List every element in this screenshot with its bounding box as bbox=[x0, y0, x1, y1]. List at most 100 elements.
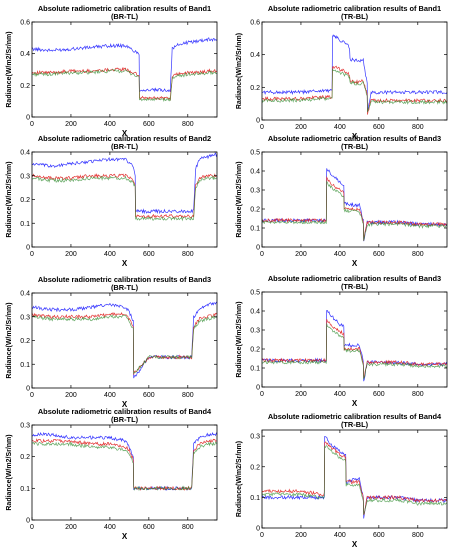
series-line-blue bbox=[31, 431, 218, 491]
chart-title: Absolute radiometric calibration results… bbox=[38, 275, 211, 284]
y-axis-label: Radiance(W/m2/Sr/nm) bbox=[6, 302, 13, 378]
series-line-blue bbox=[261, 34, 448, 112]
plot-frame bbox=[261, 151, 448, 248]
plot-frame bbox=[261, 429, 448, 529]
y-axis-label: Radiance(W/m2/Sr/nm) bbox=[236, 301, 243, 377]
chart-title: Absolute radiometric calibration results… bbox=[268, 4, 441, 13]
x-tick-label: 200 bbox=[65, 392, 77, 399]
x-tick-label: 800 bbox=[182, 121, 194, 128]
y-tick-label: 0.2 bbox=[20, 338, 30, 345]
chart-subtitle: (BR-TL) bbox=[111, 142, 139, 151]
y-tick-label: 0.6 bbox=[20, 20, 30, 27]
chart-title: Absolute radiometric calibration results… bbox=[268, 134, 441, 143]
y-tick-label: 0.5 bbox=[250, 290, 260, 297]
series-line-blue bbox=[261, 310, 448, 382]
y-tick-label: 0.3 bbox=[250, 434, 260, 441]
chart-subtitle: (BR-TL) bbox=[111, 12, 139, 21]
x-tick-label: 400 bbox=[104, 392, 116, 399]
x-tick-label: 400 bbox=[334, 391, 346, 398]
x-tick-label: 200 bbox=[295, 391, 307, 398]
y-tick-label: 0.3 bbox=[250, 328, 260, 335]
y-tick-label: 0.2 bbox=[20, 454, 30, 461]
x-tick-label: 200 bbox=[295, 251, 307, 258]
x-axis-label: X bbox=[122, 129, 128, 138]
y-tick-label: 0 bbox=[26, 245, 30, 252]
y-axis-label: Radiance(W/m2/Sr/nm) bbox=[236, 33, 243, 109]
x-tick-label: 0 bbox=[30, 251, 34, 258]
series-line-green bbox=[31, 68, 218, 103]
y-tick-label: 0.3 bbox=[20, 173, 30, 180]
series-line-green bbox=[261, 323, 448, 380]
y-tick-label: 0 bbox=[26, 115, 30, 122]
series-line-green bbox=[261, 180, 448, 241]
chart-title: Absolute radiometric calibration results… bbox=[268, 274, 441, 283]
x-tick-label: 0 bbox=[260, 532, 264, 539]
y-tick-label: 0.3 bbox=[250, 188, 260, 195]
y-tick-label: 0.5 bbox=[250, 150, 260, 157]
x-tick-label: 0 bbox=[30, 392, 34, 399]
series-line-blue bbox=[31, 152, 218, 215]
x-axis-label: X bbox=[352, 259, 358, 268]
series-line-green bbox=[32, 441, 218, 492]
x-tick-label: 600 bbox=[143, 251, 155, 258]
y-tick-label: 0.4 bbox=[250, 309, 260, 316]
y-tick-label: 0.1 bbox=[20, 221, 30, 228]
x-tick-label: 0 bbox=[30, 524, 34, 531]
x-tick-label: 400 bbox=[334, 532, 346, 539]
x-tick-label: 0 bbox=[30, 121, 34, 128]
x-tick-label: 800 bbox=[182, 524, 194, 531]
y-tick-label: 0.2 bbox=[250, 207, 260, 214]
chart-title: Absolute radiometric calibration results… bbox=[268, 412, 442, 421]
series-line-red bbox=[261, 318, 448, 379]
x-tick-label: 600 bbox=[373, 124, 385, 131]
x-tick-label: 600 bbox=[373, 391, 385, 398]
x-tick-label: 800 bbox=[182, 251, 194, 258]
y-tick-label: 0 bbox=[26, 518, 30, 525]
y-tick-label: 0.2 bbox=[250, 347, 260, 354]
series-line-blue bbox=[261, 168, 448, 242]
x-tick-label: 600 bbox=[373, 532, 385, 539]
chart-title: Absolute radiometric calibration results… bbox=[38, 407, 212, 416]
chart-subtitle: (TR-BL) bbox=[341, 12, 369, 21]
y-axis-label: Radiance(W/m2/Sr/nm) bbox=[6, 161, 13, 237]
series-line-red bbox=[31, 311, 218, 375]
x-axis-label: X bbox=[352, 399, 358, 408]
chart-subtitle: (TR-BL) bbox=[341, 420, 369, 429]
x-tick-label: 800 bbox=[412, 532, 424, 539]
x-tick-label: 600 bbox=[143, 121, 155, 128]
x-tick-label: 0 bbox=[260, 251, 264, 258]
chart-subtitle: (BR-TL) bbox=[111, 415, 139, 424]
x-tick-label: 600 bbox=[143, 524, 155, 531]
y-axis-label: Radiance(W/m2/Sr/nm) bbox=[6, 31, 13, 107]
y-tick-label: 0.4 bbox=[20, 51, 30, 58]
series-line-red bbox=[261, 176, 448, 241]
y-tick-label: 0.2 bbox=[20, 197, 30, 204]
series-line-red bbox=[31, 173, 218, 219]
y-tick-label: 0.1 bbox=[20, 362, 30, 369]
x-tick-label: 800 bbox=[412, 124, 424, 131]
series-line-blue bbox=[31, 301, 218, 379]
y-tick-label: 0.3 bbox=[20, 423, 30, 430]
series-line-green bbox=[31, 314, 218, 375]
y-tick-label: 0.4 bbox=[20, 291, 30, 298]
chart-panel-5: Absolute radiometric calibration results… bbox=[6, 275, 218, 409]
y-axis-label: Radiance(W/m2/Sr/nm) bbox=[236, 161, 243, 237]
series-line-red bbox=[31, 438, 218, 491]
x-tick-label: 400 bbox=[334, 251, 346, 258]
x-axis-label: X bbox=[352, 540, 358, 549]
y-tick-label: 0 bbox=[256, 118, 260, 125]
y-axis-label: Radiance(W/m2/Sr/nm) bbox=[236, 441, 243, 517]
series-line-blue bbox=[31, 37, 218, 93]
x-tick-label: 400 bbox=[334, 124, 346, 131]
x-tick-label: 400 bbox=[104, 121, 116, 128]
y-tick-label: 0.2 bbox=[20, 83, 30, 90]
x-tick-label: 200 bbox=[65, 524, 77, 531]
chart-panel-6: Absolute radiometric calibration results… bbox=[236, 274, 448, 408]
y-tick-label: 0.1 bbox=[250, 366, 260, 373]
x-tick-label: 200 bbox=[295, 532, 307, 539]
y-tick-label: 0.6 bbox=[250, 20, 260, 27]
y-tick-label: 0 bbox=[256, 385, 260, 392]
chart-title: Absolute radiometric calibration results… bbox=[38, 134, 211, 143]
chart-subtitle: (BR-TL) bbox=[111, 283, 139, 292]
chart-panel-2: Absolute radiometric calibration results… bbox=[236, 4, 448, 141]
